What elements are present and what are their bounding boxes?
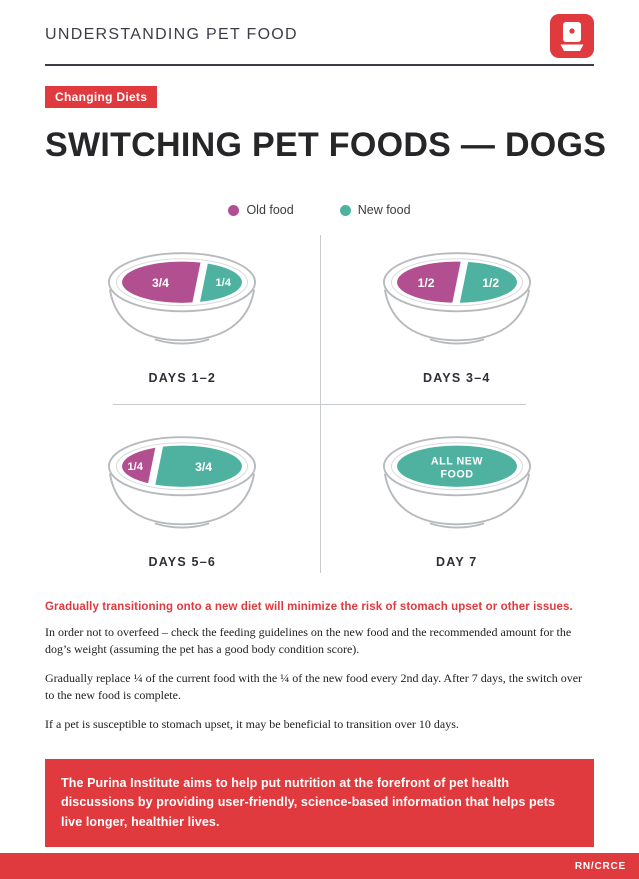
portion-fraction-label: 3/4 <box>152 276 169 290</box>
bowl-cell-days-5-6: 1/4 3/4 DAYS 5–6 <box>45 403 320 575</box>
bottom-bar: RN/CRCE <box>0 853 639 879</box>
header-divider <box>45 64 594 66</box>
legend-label: Old food <box>246 203 294 217</box>
bowl-illustration-days-3-4: 1/2 1/2 <box>382 252 531 345</box>
portion-fraction-label: 1/2 <box>417 276 434 290</box>
new-food-dot-icon <box>339 204 351 216</box>
header: UNDERSTANDING PET FOOD <box>45 14 594 58</box>
legend-label: New food <box>357 203 411 217</box>
legend-item-old-food: Old food <box>228 203 294 217</box>
old-food-portion <box>122 445 158 487</box>
pet-food-dispenser-icon <box>550 14 594 58</box>
highlight-text: Gradually transitioning onto a new diet … <box>45 601 573 614</box>
section-badge: Changing Diets <box>45 86 158 108</box>
portion-fraction-label: 1/2 <box>482 276 499 290</box>
legend-item-new-food: New food <box>339 203 411 217</box>
portion-fraction-label: 1/4 <box>128 461 144 473</box>
bowl-illustration-days-5-6: 1/4 3/4 <box>108 436 257 529</box>
bowl-cell-days-1-2: 3/4 1/4 DAYS 1–2 <box>45 233 320 403</box>
bowl-day-label: DAY 7 <box>436 555 478 570</box>
body-paragraph: Gradually replace ¼ of the current food … <box>45 670 583 703</box>
bowl-illustration-days-1-2: 3/4 1/4 <box>108 252 257 345</box>
bowl-day-label: DAYS 5–6 <box>148 555 216 570</box>
purina-institute-callout: The Purina Institute aims to help put nu… <box>45 759 594 848</box>
portion-fraction-label: ALL NEW <box>431 455 483 467</box>
page-title: SWITCHING PET FOODS — DOGS <box>45 126 607 164</box>
old-food-dot-icon <box>228 204 240 216</box>
body-paragraph: If a pet is susceptible to stomach upset… <box>45 716 459 731</box>
bowl-diagram-grid: 3/4 1/4 DAYS 1–2 1/2 <box>45 233 594 575</box>
portion-fraction-label: 1/4 <box>216 277 232 289</box>
bowl-day-label: DAYS 3–4 <box>422 371 491 386</box>
bowl-day-label: DAYS 1–2 <box>148 371 216 386</box>
body-text: In order not to overfeed – check the fee… <box>45 624 594 733</box>
bowl-cell-day-7: ALL NEW FOOD DAY 7 <box>320 403 595 575</box>
bowl-illustration-day-7: ALL NEW FOOD <box>382 436 531 529</box>
header-title: UNDERSTANDING PET FOOD <box>45 26 298 43</box>
legend: Old food New food <box>45 203 594 217</box>
portion-fraction-label: 3/4 <box>195 460 212 474</box>
bowl-cell-days-3-4: 1/2 1/2 DAYS 3–4 <box>320 233 595 403</box>
body-paragraph: In order not to overfeed – check the fee… <box>45 625 572 657</box>
new-food-portion <box>396 445 517 487</box>
document-code: RN/CRCE <box>574 860 626 872</box>
portion-fraction-label: FOOD <box>440 468 473 480</box>
